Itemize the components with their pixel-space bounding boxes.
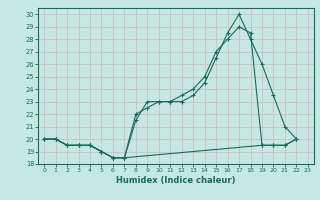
X-axis label: Humidex (Indice chaleur): Humidex (Indice chaleur)	[116, 176, 236, 185]
